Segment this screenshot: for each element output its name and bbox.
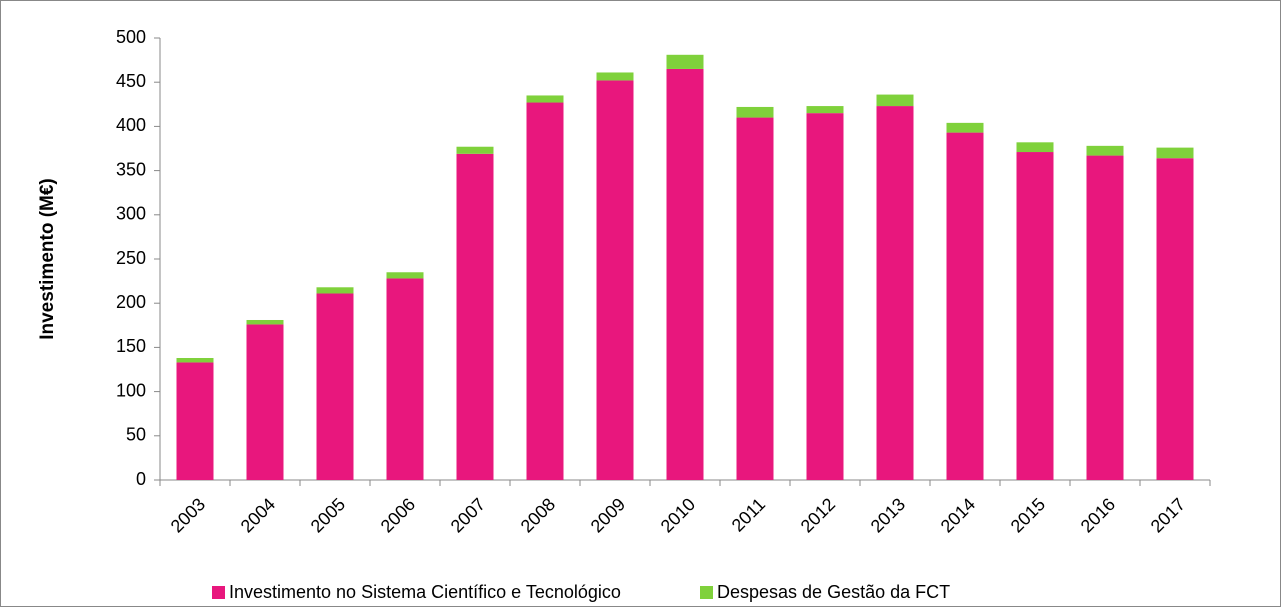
bar-segment [526, 95, 564, 103]
bar-segment [946, 132, 984, 480]
y-tick-label: 500 [116, 27, 146, 47]
bar-segment [246, 324, 284, 480]
legend-swatch [700, 586, 713, 599]
bar-segment [176, 362, 214, 480]
y-tick-label: 250 [116, 248, 146, 268]
bar-segment [596, 72, 634, 81]
bar-segment [1086, 145, 1124, 156]
legend-label: Despesas de Gestão da FCT [717, 582, 950, 602]
bar-segment [1156, 147, 1194, 159]
y-tick-label: 200 [116, 292, 146, 312]
bar-segment [1016, 152, 1054, 480]
bar-segment [386, 278, 424, 480]
y-tick-label: 150 [116, 336, 146, 356]
bar-segment [386, 272, 424, 279]
bar-segment [316, 287, 354, 294]
y-tick-label: 350 [116, 159, 146, 179]
y-tick-label: 0 [136, 469, 146, 489]
bar-segment [876, 106, 914, 481]
y-tick-label: 300 [116, 204, 146, 224]
bar-segment [736, 106, 774, 118]
bar-segment [456, 153, 494, 480]
bar-segment [1086, 155, 1124, 480]
y-tick-label: 50 [126, 425, 146, 445]
bar-segment [666, 54, 704, 69]
bar-segment [1016, 142, 1054, 153]
bar-segment [246, 319, 284, 325]
bar-segment [176, 358, 214, 363]
y-tick-label: 400 [116, 115, 146, 135]
legend-label: Investimento no Sistema Científico e Tec… [229, 582, 621, 602]
bar-segment [806, 106, 844, 114]
bar-segment [946, 122, 984, 133]
legend-swatch [212, 586, 225, 599]
y-tick-label: 100 [116, 380, 146, 400]
bar-segment [526, 102, 564, 481]
bar-segment [1156, 158, 1194, 480]
bar-segment [736, 117, 774, 480]
bar-segment [596, 80, 634, 480]
y-tick-label: 450 [116, 71, 146, 91]
y-axis-label: Investimento (M€) [37, 178, 58, 340]
bar-segment [316, 293, 354, 480]
bar-segment [666, 68, 704, 480]
bar-segment [456, 146, 494, 154]
bar-segment [876, 94, 914, 107]
bar-segment [806, 113, 844, 480]
